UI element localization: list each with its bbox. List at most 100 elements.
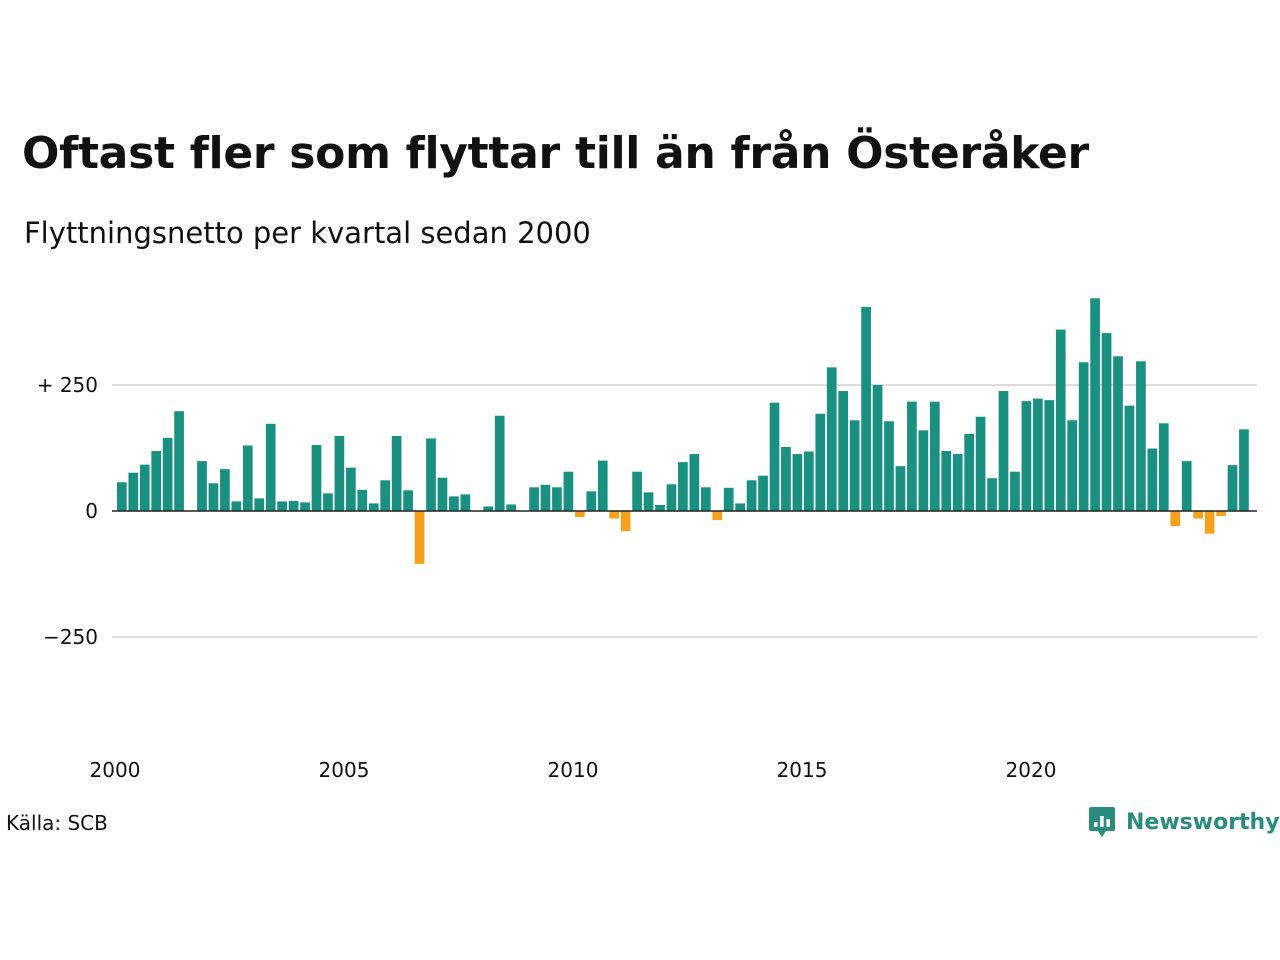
x-tick-label: 2020 (1006, 758, 1057, 782)
bar (139, 464, 150, 511)
bar (849, 420, 860, 511)
bar (380, 480, 391, 511)
bar (1227, 465, 1238, 511)
bar (162, 437, 173, 511)
newsworthy-logo: Newsworthy (1088, 804, 1280, 840)
bar (952, 454, 963, 511)
bar (483, 506, 494, 511)
bar (1216, 511, 1226, 517)
bar (597, 460, 608, 511)
x-tick-label: 2005 (319, 758, 370, 782)
bar (117, 482, 127, 511)
bar (1136, 361, 1146, 511)
bar (265, 423, 276, 511)
bar (975, 416, 986, 511)
bar (1124, 405, 1135, 511)
bar (300, 502, 310, 511)
bar (1090, 298, 1100, 511)
bar (242, 445, 253, 511)
bar (334, 435, 345, 511)
y-tick-label: + 250 (37, 373, 98, 397)
bar (128, 472, 139, 511)
bar (872, 385, 883, 511)
bar (288, 500, 299, 511)
bar (1067, 420, 1078, 511)
bar (277, 501, 287, 511)
bar (540, 484, 551, 511)
bar (781, 446, 791, 511)
bar (426, 438, 436, 511)
bar (174, 411, 184, 511)
bar (460, 494, 471, 511)
bar (838, 391, 849, 511)
bar (1101, 333, 1112, 511)
bar (804, 451, 814, 511)
bar (941, 451, 952, 511)
bar (632, 471, 642, 511)
bar (368, 503, 379, 511)
source-note: Källa: SCB (6, 811, 108, 835)
bar (1010, 471, 1020, 511)
bar (208, 483, 219, 511)
bar (391, 435, 402, 511)
bar (1113, 356, 1123, 511)
bar (712, 511, 723, 521)
bar (643, 492, 654, 511)
bar (929, 401, 940, 511)
bar (1181, 461, 1192, 511)
bar (414, 511, 425, 564)
bar (529, 487, 539, 511)
x-tick-label: 2010 (548, 758, 599, 782)
bar (575, 511, 585, 518)
bar (1033, 398, 1043, 511)
bar (1044, 400, 1055, 511)
bar (563, 471, 574, 511)
bar (552, 487, 562, 511)
bar (586, 491, 597, 511)
bar (700, 487, 711, 511)
bar (826, 367, 837, 511)
bar (151, 451, 162, 511)
bar (1021, 401, 1032, 511)
bar (792, 454, 803, 511)
bar (609, 511, 620, 519)
bar (746, 480, 757, 511)
y-tick-label: −250 (43, 625, 98, 649)
bar (506, 504, 516, 511)
newsworthy-chart-bubble-icon (1089, 807, 1115, 837)
bar (437, 477, 448, 511)
bar (1204, 511, 1215, 534)
bar (884, 421, 894, 511)
bar (1147, 448, 1158, 511)
bar (998, 391, 1009, 511)
bar (918, 430, 929, 511)
bar (895, 466, 906, 511)
x-tick-label: 2015 (777, 758, 828, 782)
bar (1170, 511, 1181, 527)
bar (346, 467, 356, 511)
bar (655, 504, 665, 511)
bar (254, 498, 265, 511)
bar (449, 496, 459, 511)
bar (197, 461, 207, 511)
bar (1193, 511, 1203, 519)
bar (1239, 429, 1249, 511)
bar (403, 490, 413, 511)
bar (1055, 329, 1066, 511)
bar (987, 478, 997, 511)
x-tick-label: 2000 (90, 758, 141, 782)
chart-title: Oftast fler som flyttar till än från Öst… (22, 128, 1089, 179)
bar (689, 454, 700, 511)
bar-chart: + 250 0 −250 2000 2005 2010 2015 2020 (37, 298, 1257, 782)
bar (758, 475, 768, 511)
bar (666, 484, 677, 511)
y-tick-label: 0 (85, 499, 98, 523)
bar (723, 487, 734, 511)
bar (964, 433, 974, 511)
bar (231, 501, 242, 511)
bar (220, 469, 230, 511)
bar (815, 413, 826, 511)
bar (323, 493, 333, 511)
bar (311, 444, 322, 511)
bar (735, 503, 745, 511)
